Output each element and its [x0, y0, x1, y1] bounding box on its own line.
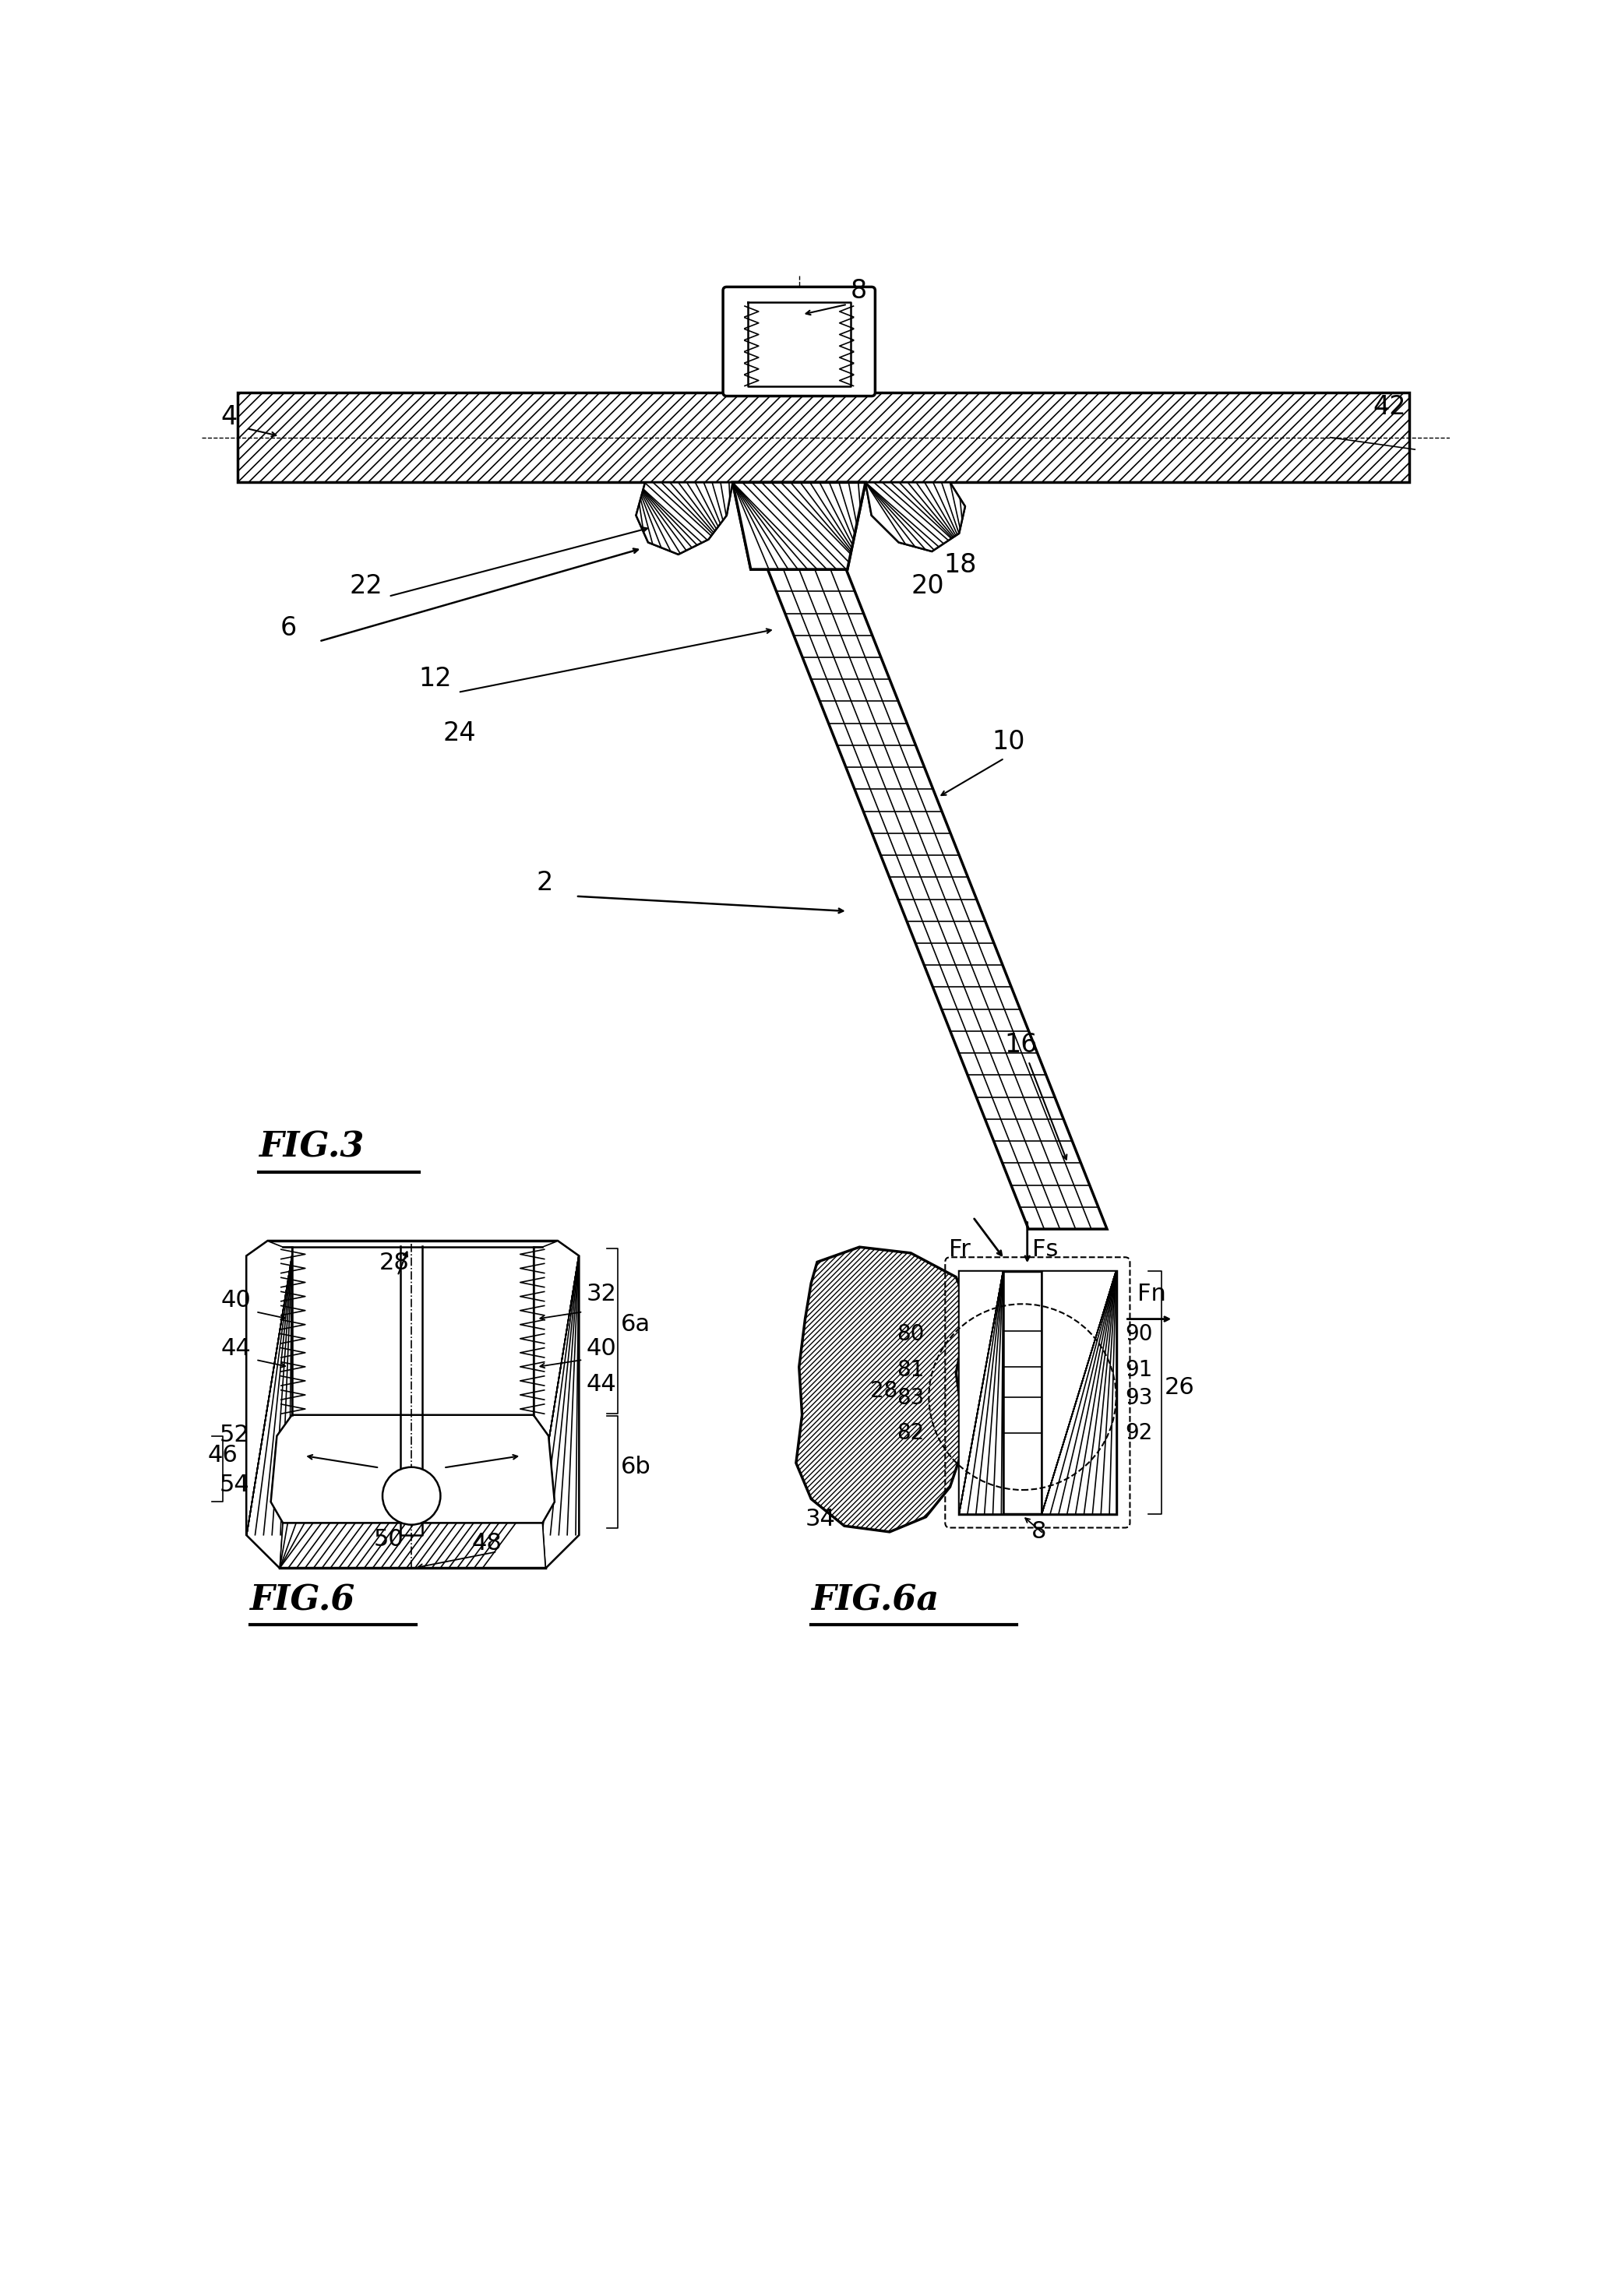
Polygon shape: [237, 393, 1410, 482]
Text: 40: 40: [221, 1288, 251, 1311]
Text: 18: 18: [944, 551, 976, 579]
Text: 46: 46: [208, 1444, 237, 1467]
Polygon shape: [636, 482, 733, 553]
Text: 4: 4: [221, 404, 237, 429]
Text: 8: 8: [1031, 1520, 1047, 1543]
Text: FIG.6a: FIG.6a: [812, 1584, 939, 1616]
Text: 28: 28: [380, 1251, 409, 1274]
Text: 6b: 6b: [620, 1456, 651, 1479]
Polygon shape: [865, 482, 965, 551]
Text: 54: 54: [219, 1474, 250, 1497]
Text: 22: 22: [350, 574, 382, 599]
Text: 44: 44: [586, 1373, 617, 1396]
Text: 50: 50: [374, 1527, 404, 1550]
Text: 20: 20: [910, 574, 944, 599]
Text: 32: 32: [586, 1283, 617, 1306]
FancyBboxPatch shape: [723, 287, 875, 397]
Text: 6a: 6a: [620, 1313, 651, 1336]
Text: 91: 91: [1124, 1359, 1152, 1380]
Polygon shape: [959, 1272, 1004, 1513]
Text: 40: 40: [586, 1336, 617, 1359]
Polygon shape: [865, 482, 965, 551]
Polygon shape: [533, 1242, 578, 1568]
Polygon shape: [768, 569, 1107, 1228]
Polygon shape: [246, 1242, 578, 1568]
Text: 81: 81: [897, 1359, 925, 1380]
Text: 44: 44: [221, 1336, 251, 1359]
Text: 92: 92: [1124, 1421, 1152, 1444]
Text: FIG.6: FIG.6: [250, 1584, 354, 1616]
Text: 93: 93: [1124, 1387, 1153, 1410]
Polygon shape: [959, 1272, 1116, 1513]
Text: 24: 24: [443, 721, 477, 746]
Polygon shape: [271, 1414, 554, 1522]
Polygon shape: [796, 1247, 968, 1531]
Text: FIG.3: FIG.3: [259, 1130, 364, 1164]
Polygon shape: [246, 1242, 292, 1568]
Text: 12: 12: [419, 666, 453, 691]
Text: 48: 48: [472, 1531, 503, 1554]
Circle shape: [382, 1467, 440, 1525]
Text: 26: 26: [1165, 1375, 1194, 1398]
Text: 90: 90: [1124, 1322, 1153, 1345]
Polygon shape: [1042, 1272, 1116, 1513]
Polygon shape: [733, 482, 865, 569]
Text: 80: 80: [897, 1322, 925, 1345]
Text: 52: 52: [219, 1424, 250, 1446]
Text: 8: 8: [851, 278, 867, 303]
Polygon shape: [636, 482, 733, 553]
Text: 82: 82: [897, 1421, 925, 1444]
Text: 28: 28: [870, 1380, 897, 1401]
Text: 83: 83: [897, 1387, 925, 1410]
Text: 2: 2: [536, 870, 553, 895]
Text: 10: 10: [992, 730, 1025, 755]
Polygon shape: [733, 482, 865, 569]
Text: 16: 16: [1004, 1031, 1037, 1058]
Text: 6: 6: [280, 615, 296, 641]
Text: Fn: Fn: [1137, 1283, 1166, 1306]
Text: 42: 42: [1373, 395, 1406, 420]
Text: 34: 34: [806, 1508, 836, 1531]
Polygon shape: [280, 1522, 546, 1568]
Text: Fr: Fr: [949, 1238, 970, 1261]
Text: Fs: Fs: [1033, 1238, 1058, 1261]
